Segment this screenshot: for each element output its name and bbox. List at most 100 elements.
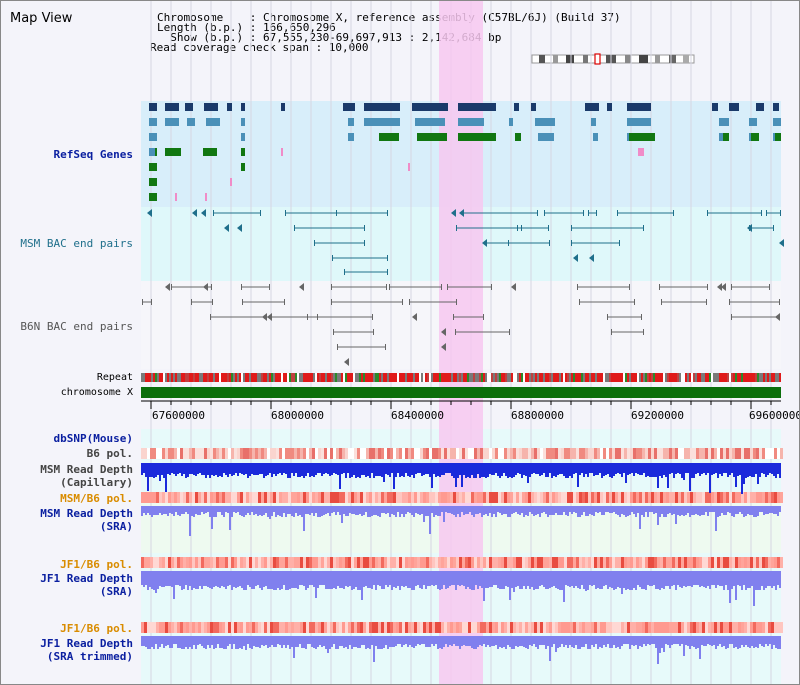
depth-bar [491,636,493,646]
depth-bar [573,463,575,474]
depth-bar [703,571,705,587]
pol-cell [348,448,351,459]
pol-cell [384,557,387,568]
pol-cell [741,622,744,633]
depth-bar [481,636,483,646]
pol-cell [270,622,273,633]
repeat-segment [561,373,563,382]
repeat-segment [579,373,581,382]
pol-cell [339,492,342,503]
depth-bar [255,571,257,586]
depth-bar [447,506,449,513]
repeat-segment [493,373,495,382]
pol-cell [492,492,495,503]
depth-bar [309,571,311,585]
pol-cell [465,622,468,633]
repeat-segment [635,373,637,382]
pol-cell [756,492,759,503]
depth-bar [517,571,519,586]
depth-bar [767,506,769,514]
depth-bar [571,636,573,647]
depth-bar [459,571,461,586]
depth-bar [693,571,695,585]
depth-bar [591,463,593,473]
pol-cell [531,448,534,459]
depth-bar [177,463,179,474]
depth-bar [241,636,243,649]
pol-cell [426,492,429,503]
pol-cell [432,622,435,633]
chromosome-ideogram[interactable] [531,53,697,65]
pol-cell [294,492,297,503]
repeat-segment [613,373,615,382]
depth-bar [161,571,163,587]
gene-feature [723,133,729,141]
depth-bar [315,463,317,475]
depth-bar [331,571,333,589]
repeat-segment [405,373,407,382]
depth-bar [307,571,309,588]
pol-cell [468,492,471,503]
depth-bar [339,463,341,489]
b6n-bac-end-pairs-label[interactable]: B6N BAC end pairs [20,320,133,333]
pol-cell [264,448,267,459]
depth-bar [291,463,293,473]
depth-bar [771,506,773,513]
depth-bar [569,506,571,512]
msm-bac-end-pairs-label[interactable]: MSM BAC end pairs [20,237,133,250]
depth-bar [775,463,777,478]
depth-bar [149,506,151,515]
repeat-segment [177,373,179,382]
depth-bar [775,636,777,648]
depth-bar [733,506,735,517]
depth-bar [215,463,217,475]
pol-cell [315,622,318,633]
depth-bar [445,463,447,473]
depth-bar [277,571,279,588]
depth-bar [723,506,725,515]
pol-cell [219,448,222,459]
depth-bar [173,571,175,599]
pol-cell [507,622,510,633]
pol-cell [288,557,291,568]
depth-bar [311,571,313,585]
depth-bar [683,636,685,656]
depth-bar [653,571,655,585]
repeat-segment [589,373,591,382]
pol-cell [696,492,699,503]
depth-bar [295,463,297,473]
pol-cell [144,557,147,568]
depth-bar [179,463,181,473]
depth-bar [441,636,443,649]
refseq-genes-label[interactable]: RefSeq Genes [53,148,133,161]
repeat-segment [261,373,263,382]
depth-bar [507,636,509,645]
depth-bar [147,506,149,513]
dbsnp-label[interactable]: dbSNP(Mouse) [53,432,133,445]
pol-cell [654,557,657,568]
pol-cell [513,492,516,503]
depth-bar [369,463,371,478]
pol-cell [189,557,192,568]
repeat-segment [489,373,491,382]
depth-bar [291,571,293,588]
pol-cell [246,557,249,568]
pol-cell [165,448,168,459]
depth-bar [239,636,241,648]
pol-cell [732,622,735,633]
gene-feature [458,103,496,111]
pol-cell [306,557,309,568]
bac-pair-end [661,299,662,305]
repeat-segment [245,373,247,382]
pol-cell [468,622,471,633]
depth-bar [755,506,757,517]
depth-bar [505,463,507,476]
depth-bar [229,506,231,530]
pol-cell [273,448,276,459]
depth-bar [597,506,599,513]
gene-feature [712,103,718,111]
depth-bar [191,571,193,590]
depth-bar [515,636,517,646]
pol-cell [540,622,543,633]
